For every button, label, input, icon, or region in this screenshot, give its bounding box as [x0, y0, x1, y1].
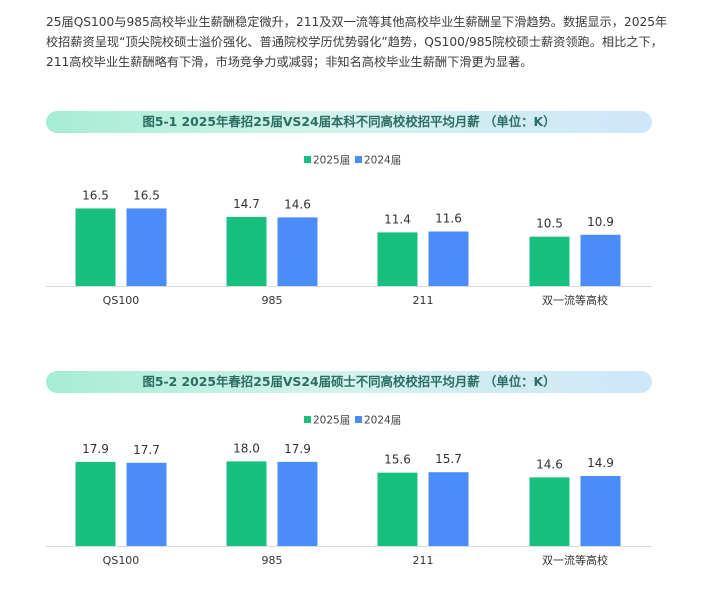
value-label-2025-0: 16.5	[82, 188, 109, 202]
bar-2024-3	[580, 475, 621, 546]
legend-swatch-2024	[355, 416, 362, 423]
value-label-2025-3: 10.5	[536, 217, 563, 231]
bar-2025-2	[377, 232, 418, 286]
value-label-2025-1: 18.0	[233, 441, 260, 455]
bar-2025-0	[75, 208, 116, 286]
bar-2024-2	[428, 231, 469, 286]
bar-2024-0	[126, 208, 167, 286]
value-label-2024-0: 17.7	[133, 443, 160, 457]
value-label-2024-3: 14.9	[587, 456, 614, 470]
legend-swatch-2025	[304, 156, 311, 163]
legend-label-2024: 2024届	[364, 415, 401, 427]
value-label-2025-0: 17.9	[82, 442, 109, 456]
value-label-2024-0: 16.5	[133, 188, 160, 202]
intro-paragraph: 25届QS100与985高校毕业生薪酬稳定微升，211及双一流等其他高校毕业生薪…	[46, 15, 668, 69]
bar-2024-2	[428, 472, 469, 546]
bar-2024-0	[126, 462, 167, 546]
bar-2025-2	[377, 472, 418, 546]
legend-label-2024: 2024届	[364, 155, 401, 167]
value-label-2024-2: 11.6	[435, 211, 462, 225]
value-label-2024-1: 14.6	[284, 197, 311, 211]
category-label-2: 211	[413, 554, 434, 567]
category-label-1: 985	[262, 554, 283, 567]
value-label-2025-2: 11.4	[384, 212, 411, 226]
bar-2024-3	[580, 234, 621, 286]
bar-2025-3	[529, 236, 570, 286]
bar-2025-0	[75, 461, 116, 546]
chart-title-undergrad: 图5-1 2025年春招25届VS24届本科不同高校校招平均月薪 （单位：K）	[46, 111, 652, 133]
legend-swatch-2025	[304, 416, 311, 423]
category-label-0: QS100	[103, 554, 140, 567]
chart-title-master: 图5-2 2025年春招25届VS24届硕士不同高校校招平均月薪 （单位：K）	[46, 371, 652, 393]
bar-2024-1	[277, 461, 318, 546]
legend-label-2025: 2025届	[313, 155, 350, 167]
value-label-2025-2: 15.6	[384, 453, 411, 467]
category-label-3: 双一流等高校	[542, 293, 608, 307]
value-label-2024-2: 15.7	[435, 452, 462, 466]
value-label-2024-3: 10.9	[587, 215, 614, 229]
bar-2025-1	[226, 461, 267, 546]
bar-2025-3	[529, 477, 570, 546]
category-label-1: 985	[262, 294, 283, 307]
value-label-2025-3: 14.6	[536, 457, 563, 471]
legend-swatch-2024	[355, 156, 362, 163]
value-label-2024-1: 17.9	[284, 442, 311, 456]
bar-2024-1	[277, 217, 318, 286]
bar-chart-master: 2025届 2024届 17.9 17.7 QS100 18.0 17.9 985 15.6 15…	[46, 415, 652, 567]
bar-2025-1	[226, 216, 267, 286]
bar-chart-undergrad: 2025届 2024届 16.5 16.5 QS100 14.7 14.6 985 11.4 11…	[46, 155, 652, 307]
category-label-3: 双一流等高校	[542, 553, 608, 567]
legend-label-2025: 2025届	[313, 415, 350, 427]
value-label-2025-1: 14.7	[233, 197, 260, 211]
category-label-0: QS100	[103, 294, 140, 307]
category-label-2: 211	[413, 294, 434, 307]
